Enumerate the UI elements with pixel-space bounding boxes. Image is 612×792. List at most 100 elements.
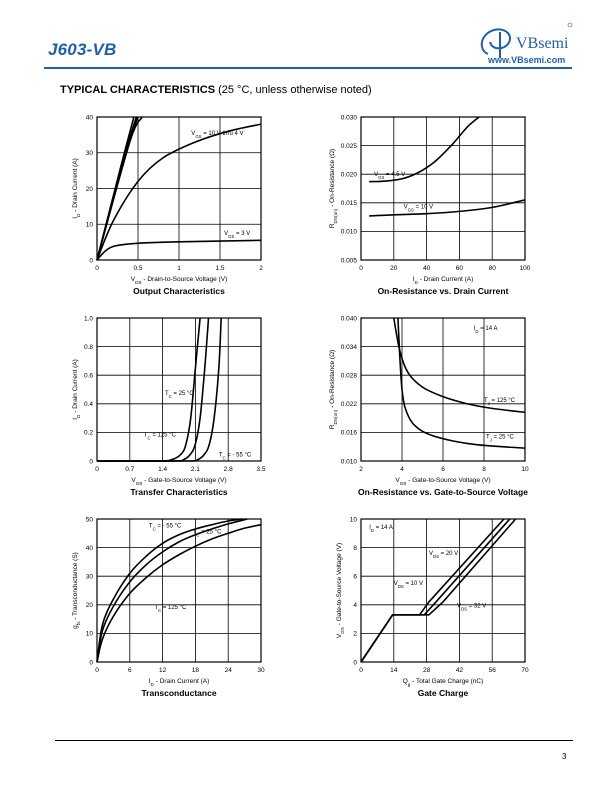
series-line xyxy=(360,518,517,663)
x-tick-label: 1.4 xyxy=(158,466,167,473)
y-tick-label: 0.010 xyxy=(341,229,358,236)
x-tick-label: 3.5 xyxy=(256,466,265,473)
x-tick-label: 2 xyxy=(359,466,363,473)
y-axis-label: gfs - Transconductance (S) xyxy=(72,552,81,629)
y-tick-label: 0.022 xyxy=(341,401,358,408)
y-tick-label: 40 xyxy=(86,114,94,121)
y-tick-label: 20 xyxy=(86,186,94,193)
series-line xyxy=(96,123,262,261)
series-line xyxy=(96,518,248,663)
y-tick-label: 0.030 xyxy=(341,114,358,121)
x-tick-label: 2 xyxy=(259,265,263,272)
x-tick-label: 0 xyxy=(95,265,99,272)
x-tick-label: 0 xyxy=(359,667,363,674)
x-tick-label: 60 xyxy=(456,265,464,272)
chart-annotation: TC = - 55 °C xyxy=(219,453,252,461)
vbsemi-logo-icon xyxy=(480,22,573,58)
y-axis-label: VGS - Gate-to-Source Voltage (V) xyxy=(336,543,345,638)
y-tick-label: 1.0 xyxy=(84,315,93,322)
chart-ron_id: 0 20 40 60 80 100 0.005 0.010 0.015 0.020 0.025 0.0… xyxy=(329,114,531,296)
plot-frame xyxy=(96,317,262,462)
y-tick-label: 0.028 xyxy=(341,373,358,380)
page-number: 3 xyxy=(562,752,567,761)
y-tick-label: 0.034 xyxy=(341,344,358,351)
x-tick-label: 1 xyxy=(177,265,181,272)
series-line xyxy=(96,116,135,261)
y-tick-label: 0.016 xyxy=(341,430,358,437)
series-line xyxy=(360,518,505,663)
x-tick-label: 0 xyxy=(359,265,363,272)
y-tick-label: 0.6 xyxy=(84,373,93,380)
chart-annotation: VDS = 10 V xyxy=(394,581,423,589)
chart-gfs: 0 6 12 18 24 30 0 10 20 30 40 50 ID - Drain Current … xyxy=(72,516,265,698)
plot-frame xyxy=(360,518,526,663)
chart-annotation: VGS = 10 V xyxy=(404,205,433,213)
y-tick-label: 10 xyxy=(350,516,358,523)
chart-ron_vgs: 2 4 6 8 10 0.010 0.016 0.022 0.028 0.034 0.040 VGS … xyxy=(329,315,529,497)
section-note: (25 °C, unless otherwise noted) xyxy=(218,84,372,96)
section-heading: TYPICAL CHARACTERISTICS (25 °C, unless o… xyxy=(60,84,372,96)
brand-url[interactable]: www.VBsemi.com xyxy=(488,55,566,65)
brand-name: VBsemi xyxy=(516,35,569,52)
series-line xyxy=(96,317,222,462)
chart-annotation: VDS = 20 V xyxy=(429,551,458,559)
x-tick-label: 42 xyxy=(456,667,464,674)
x-tick-label: 4 xyxy=(400,466,404,473)
chart-title: Output Characteristics xyxy=(133,286,225,296)
x-axis-label: ID - Drain Current (A) xyxy=(149,678,210,687)
series-line xyxy=(397,317,526,449)
chart-annotation: TJ = 125 °C xyxy=(484,398,516,406)
series-line xyxy=(96,317,210,462)
y-tick-label: 6 xyxy=(353,574,357,581)
x-tick-label: 30 xyxy=(257,667,265,674)
x-axis-label: VDS - Drain-to-Source Voltage (V) xyxy=(131,276,227,285)
header-rule xyxy=(44,67,572,69)
x-tick-label: 14 xyxy=(390,667,398,674)
series-line xyxy=(393,317,526,414)
chart-title: Transconductance xyxy=(141,688,216,698)
plot-frame xyxy=(96,116,262,261)
x-axis-label: VGS - Gate-to-Source Voltage (V) xyxy=(131,477,226,486)
x-tick-label: 6 xyxy=(441,466,445,473)
chart-title: Transfer Characteristics xyxy=(130,487,228,497)
chart-annotation: VGS = 4.5 V xyxy=(374,172,405,180)
footer-rule xyxy=(55,740,573,741)
x-tick-label: 1.5 xyxy=(215,265,224,272)
plot-frame xyxy=(96,518,262,663)
plot-frame xyxy=(360,116,526,261)
chart-annotation: TC = 125 °C xyxy=(154,605,187,613)
x-tick-label: 0 xyxy=(95,466,99,473)
chart-annotation: TC = 25 °C xyxy=(165,391,194,399)
x-tick-label: 18 xyxy=(192,667,200,674)
y-tick-label: 0.2 xyxy=(84,430,93,437)
x-tick-label: 6 xyxy=(128,667,132,674)
series-line xyxy=(96,523,262,663)
y-tick-label: 50 xyxy=(86,516,94,523)
y-tick-label: 4 xyxy=(353,602,357,609)
chart-gate_charge: 0 14 28 42 56 70 0 2 4 6 8 10 Qg - Total Gate Charge… xyxy=(336,516,529,698)
y-tick-label: 20 xyxy=(86,602,94,609)
y-axis-label: RDS(on) - On-Resistance (Ω) xyxy=(329,149,338,228)
chart-annotation: VGS = 3 V xyxy=(224,231,250,239)
section-title: TYPICAL CHARACTERISTICS xyxy=(60,84,216,96)
y-tick-label: 0 xyxy=(89,257,93,264)
x-tick-label: 70 xyxy=(521,667,529,674)
y-axis-label: ID - Drain Current (A) xyxy=(72,359,81,420)
x-tick-label: 100 xyxy=(520,265,531,272)
chart-annotation: ID = 14 A xyxy=(369,525,393,533)
part-number: J603-VB xyxy=(48,40,117,59)
chart-title: On-Resistance vs. Drain Current xyxy=(378,286,509,296)
y-tick-label: 40 xyxy=(86,545,94,552)
x-tick-label: 20 xyxy=(390,265,398,272)
x-tick-label: 0.7 xyxy=(125,466,134,473)
chart-transfer: 0 0.7 1.4 2.1 2.8 3.5 0 0.2 0.4 0.6 0.8 1.0 VGS - Ga… xyxy=(72,315,266,497)
x-tick-label: 8 xyxy=(482,466,486,473)
x-tick-label: 80 xyxy=(489,265,497,272)
series-line xyxy=(96,518,242,663)
plot-frame xyxy=(360,317,526,462)
chart-annotation: VDS = 32 V xyxy=(457,604,486,612)
series-line xyxy=(369,116,480,183)
series-line xyxy=(360,518,511,663)
